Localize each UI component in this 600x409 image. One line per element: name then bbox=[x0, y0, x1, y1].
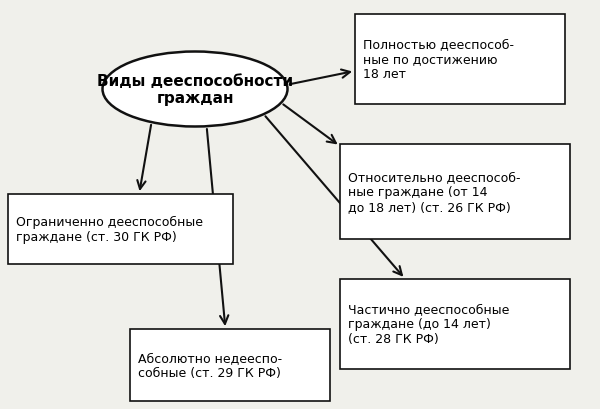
Text: Виды дееспособности
граждан: Виды дееспособности граждан bbox=[97, 74, 293, 106]
Ellipse shape bbox=[103, 52, 287, 127]
FancyBboxPatch shape bbox=[130, 329, 330, 401]
Text: Ограниченно дееспособные
граждане (ст. 30 ГК РФ): Ограниченно дееспособные граждане (ст. 3… bbox=[16, 216, 203, 243]
Text: Относительно дееспособ-
ные граждане (от 14
до 18 лет) (ст. 26 ГК РФ): Относительно дееспособ- ные граждане (от… bbox=[348, 171, 521, 213]
Text: Полностью дееспособ-
ные по достижению
18 лет: Полностью дееспособ- ные по достижению 1… bbox=[363, 38, 514, 81]
FancyBboxPatch shape bbox=[340, 279, 570, 369]
Text: Частично дееспособные
граждане (до 14 лет)
(ст. 28 ГК РФ): Частично дееспособные граждане (до 14 ле… bbox=[348, 303, 509, 346]
FancyBboxPatch shape bbox=[8, 195, 233, 264]
FancyBboxPatch shape bbox=[340, 145, 570, 239]
FancyBboxPatch shape bbox=[355, 15, 565, 105]
Text: Абсолютно недееспо-
собные (ст. 29 ГК РФ): Абсолютно недееспо- собные (ст. 29 ГК РФ… bbox=[138, 351, 282, 379]
